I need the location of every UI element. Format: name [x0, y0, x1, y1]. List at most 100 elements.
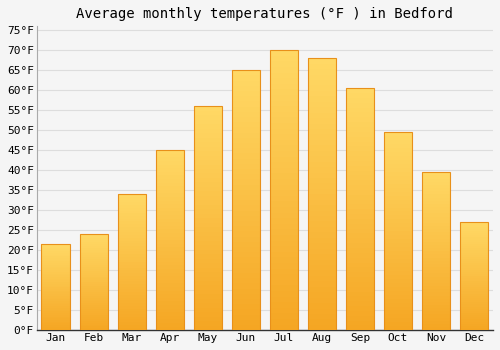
Bar [422, 299, 450, 302]
Bar [270, 274, 298, 280]
Bar [346, 156, 374, 161]
Bar [308, 134, 336, 140]
Bar [80, 253, 108, 256]
Bar [194, 281, 222, 286]
Bar [460, 224, 488, 226]
Bar [80, 267, 108, 269]
Bar [156, 273, 184, 276]
Bar [308, 96, 336, 102]
Bar [42, 282, 70, 284]
Bar [232, 320, 260, 325]
Bar [460, 298, 488, 300]
Bar [156, 301, 184, 305]
Bar [42, 268, 70, 270]
Bar [156, 215, 184, 219]
Bar [194, 218, 222, 223]
Bar [232, 86, 260, 91]
Bar [384, 160, 412, 164]
Bar [422, 194, 450, 197]
Bar [308, 129, 336, 134]
Bar [346, 175, 374, 180]
Bar [42, 267, 70, 268]
Bar [194, 290, 222, 294]
Bar [194, 317, 222, 321]
Bar [156, 327, 184, 330]
Bar [194, 267, 222, 272]
Bar [384, 188, 412, 192]
Bar [270, 179, 298, 185]
Bar [194, 182, 222, 187]
Bar [308, 325, 336, 330]
Bar [194, 308, 222, 312]
Bar [156, 262, 184, 266]
Bar [422, 289, 450, 292]
Bar [118, 314, 146, 317]
Bar [422, 172, 450, 330]
Bar [118, 246, 146, 249]
Bar [308, 178, 336, 183]
Bar [42, 301, 70, 303]
Bar [232, 190, 260, 195]
Bar [194, 232, 222, 236]
Bar [346, 112, 374, 117]
Bar [118, 205, 146, 208]
Bar [156, 194, 184, 197]
Bar [80, 307, 108, 309]
Bar [460, 302, 488, 304]
Bar [270, 224, 298, 230]
Bar [308, 276, 336, 281]
Bar [384, 172, 412, 176]
Bar [384, 152, 412, 156]
Bar [308, 222, 336, 227]
Bar [422, 188, 450, 191]
Bar [308, 118, 336, 124]
Bar [42, 250, 70, 251]
Bar [118, 271, 146, 273]
Bar [308, 162, 336, 167]
Bar [384, 148, 412, 152]
Bar [270, 112, 298, 118]
Bar [346, 238, 374, 243]
Bar [156, 294, 184, 298]
Bar [194, 245, 222, 250]
Bar [80, 252, 108, 253]
Bar [308, 287, 336, 292]
Bar [232, 195, 260, 200]
Bar [422, 236, 450, 239]
Bar [80, 259, 108, 261]
Bar [194, 326, 222, 330]
Bar [80, 296, 108, 298]
Bar [156, 287, 184, 291]
Bar [270, 106, 298, 112]
Bar [80, 236, 108, 238]
Bar [308, 145, 336, 151]
Bar [80, 276, 108, 279]
Bar [422, 318, 450, 321]
Bar [194, 312, 222, 317]
Bar [460, 287, 488, 289]
Bar [194, 106, 222, 111]
Bar [42, 322, 70, 323]
Bar [194, 129, 222, 133]
Bar [308, 216, 336, 222]
Title: Average monthly temperatures (°F ) in Bedford: Average monthly temperatures (°F ) in Be… [76, 7, 454, 21]
Bar [460, 317, 488, 320]
Bar [80, 294, 108, 296]
Bar [384, 140, 412, 144]
Bar [118, 238, 146, 240]
Bar [384, 314, 412, 318]
Bar [232, 76, 260, 81]
Bar [422, 214, 450, 217]
Bar [308, 107, 336, 113]
Bar [42, 261, 70, 263]
Bar [42, 312, 70, 313]
Bar [270, 123, 298, 129]
Bar [460, 270, 488, 272]
Bar [270, 90, 298, 95]
Bar [384, 216, 412, 219]
Bar [384, 184, 412, 188]
Bar [270, 269, 298, 274]
Bar [346, 272, 374, 277]
Bar [194, 174, 222, 178]
Bar [270, 67, 298, 73]
